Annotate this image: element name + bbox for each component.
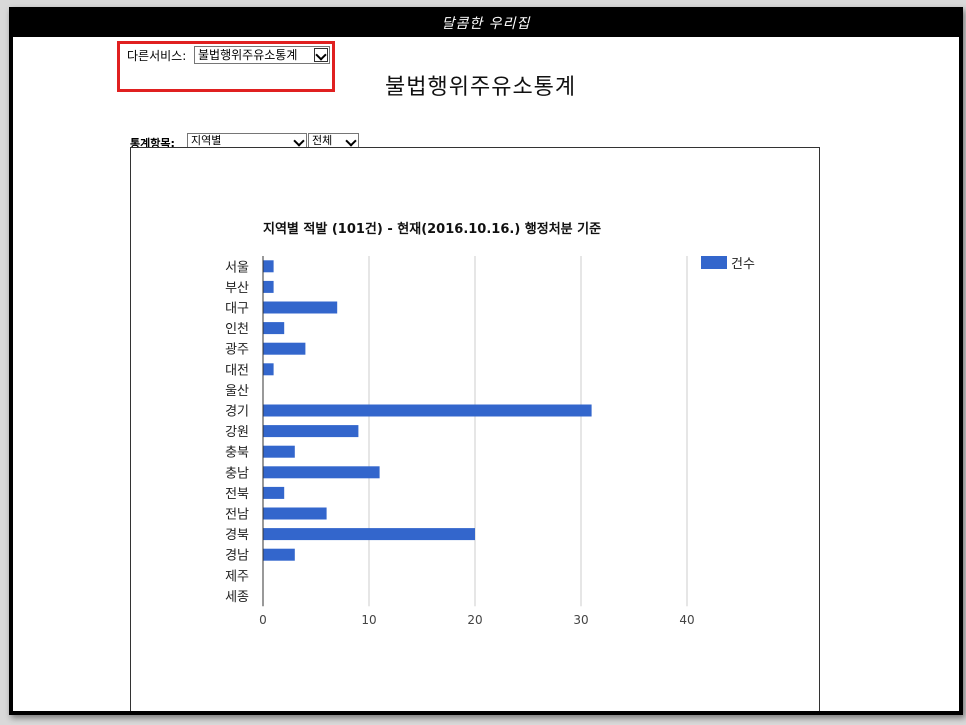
category-label: 서울 (225, 260, 249, 275)
category-label: 전북 (225, 487, 249, 502)
category-label: 제주 (225, 569, 249, 584)
bar-서울 (263, 260, 274, 273)
category-label: 전남 (225, 508, 249, 523)
category-label: 경남 (225, 549, 249, 564)
bar-충북 (263, 445, 295, 458)
bar-chart: 지역별 적발 (101건) - 현재(2016.10.16.) 행정처분 기준 0… (225, 221, 755, 627)
chart-title: 지역별 적발 (101건) - 현재(2016.10.16.) 행정처분 기준 (263, 221, 601, 237)
top-bar: 달콤한 우리집 (13, 7, 959, 37)
service-select-value: 불법행위주유소통계 (198, 48, 298, 62)
stat-item-select-value: 지역별 (191, 134, 222, 147)
chart-panel: 지역별 적발 (101건) - 현재(2016.10.16.) 행정처분 기준 0… (130, 147, 820, 711)
chevron-down-icon (345, 135, 357, 147)
bar-광주 (263, 342, 306, 355)
x-tick-label: 10 (361, 613, 376, 627)
category-label: 대구 (225, 302, 249, 317)
category-label: 대전 (225, 363, 249, 378)
bar-대전 (263, 363, 274, 376)
chevron-down-icon (293, 135, 305, 147)
x-tick-label: 0 (259, 613, 267, 627)
category-label: 충북 (225, 446, 249, 461)
x-tick-label: 30 (573, 613, 588, 627)
bar-강원 (263, 425, 359, 438)
bar-전남 (263, 507, 327, 520)
bar-부산 (263, 280, 274, 293)
category-label: 광주 (225, 343, 249, 358)
bar-전북 (263, 486, 285, 499)
legend-label: 건수 (731, 257, 755, 272)
service-label: 다른서비스: (127, 49, 187, 63)
category-label: 울산 (225, 384, 249, 399)
scope-select-value: 전체 (312, 134, 333, 147)
site-logo-title[interactable]: 달콤한 우리집 (441, 16, 531, 32)
page-frame: 달콤한 우리집 다른서비스: 불법행위주유소통계 불법행위주유소통계 통계항목:… (9, 7, 963, 715)
category-label: 충남 (225, 466, 249, 481)
category-label: 부산 (225, 281, 249, 296)
category-label: 세종 (225, 590, 249, 605)
bar-인천 (263, 322, 285, 335)
chevron-down-icon (314, 48, 328, 62)
service-highlight-box (117, 41, 335, 92)
x-tick-label: 40 (679, 613, 694, 627)
category-label: 인천 (225, 322, 249, 337)
stat-item-label: 통계항목: (130, 137, 175, 150)
category-label: 강원 (225, 425, 249, 440)
x-tick-label: 20 (467, 613, 482, 627)
bar-경기 (263, 404, 592, 417)
bar-대구 (263, 301, 338, 314)
page-title: 불법행위주유소통계 (385, 75, 577, 100)
bar-경남 (263, 548, 295, 561)
category-label: 경북 (225, 528, 249, 543)
bar-충남 (263, 466, 380, 479)
bar-경북 (263, 528, 475, 541)
legend-swatch (701, 256, 727, 269)
service-select[interactable]: 불법행위주유소통계 (194, 46, 330, 64)
category-label: 경기 (225, 405, 249, 420)
